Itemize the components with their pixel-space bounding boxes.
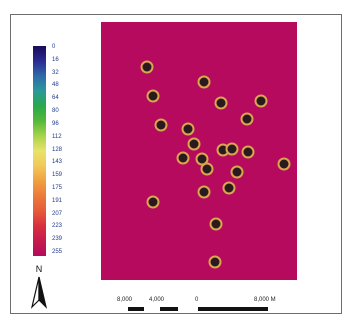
scale-bar-segment xyxy=(128,307,144,311)
scale-label: 4,000 xyxy=(149,297,165,303)
well-point xyxy=(241,145,255,159)
legend-label: 207 xyxy=(52,210,63,217)
well-point xyxy=(240,112,254,126)
legend-label: 191 xyxy=(52,197,63,204)
well-point xyxy=(200,162,214,176)
well-point xyxy=(208,255,222,269)
scale-bar-segment xyxy=(198,307,268,311)
scale-label: 8,000 M xyxy=(254,297,276,303)
well-point xyxy=(277,157,291,171)
legend-label: 80 xyxy=(52,108,59,115)
well-point xyxy=(197,75,211,89)
legend-label: 0 xyxy=(52,44,56,50)
north-label: N xyxy=(36,264,43,274)
legend-color-bar xyxy=(33,46,46,256)
well-point xyxy=(214,96,228,110)
legend-label: 96 xyxy=(52,120,59,127)
legend-label: 143 xyxy=(52,159,63,166)
well-point xyxy=(154,118,168,132)
scale-label: 0 xyxy=(195,297,199,303)
scale-bar-segment xyxy=(160,307,178,311)
legend-label: 64 xyxy=(52,95,59,102)
well-point xyxy=(225,142,239,156)
well-point xyxy=(176,151,190,165)
legend-label: 239 xyxy=(52,236,63,243)
well-point xyxy=(187,137,201,151)
well-point xyxy=(254,94,268,108)
legend-label: 128 xyxy=(52,146,63,153)
well-point xyxy=(209,217,223,231)
legend-label: 48 xyxy=(52,82,59,89)
well-point xyxy=(230,165,244,179)
scale-label: 8,000 xyxy=(117,297,133,303)
well-point xyxy=(197,185,211,199)
map-raster xyxy=(101,22,297,280)
legend-label: 16 xyxy=(52,56,59,63)
well-point xyxy=(222,181,236,195)
legend-label: 223 xyxy=(52,223,63,230)
legend-label: 32 xyxy=(52,69,59,76)
well-point xyxy=(140,60,154,74)
legend-label: 255 xyxy=(52,249,63,255)
well-point xyxy=(146,195,160,209)
legend-label: 159 xyxy=(52,172,63,179)
legend-label: 175 xyxy=(52,184,63,191)
well-point xyxy=(146,89,160,103)
well-point xyxy=(181,122,195,136)
north-arrow-icon: N xyxy=(30,264,48,309)
legend-label: 112 xyxy=(52,133,62,140)
